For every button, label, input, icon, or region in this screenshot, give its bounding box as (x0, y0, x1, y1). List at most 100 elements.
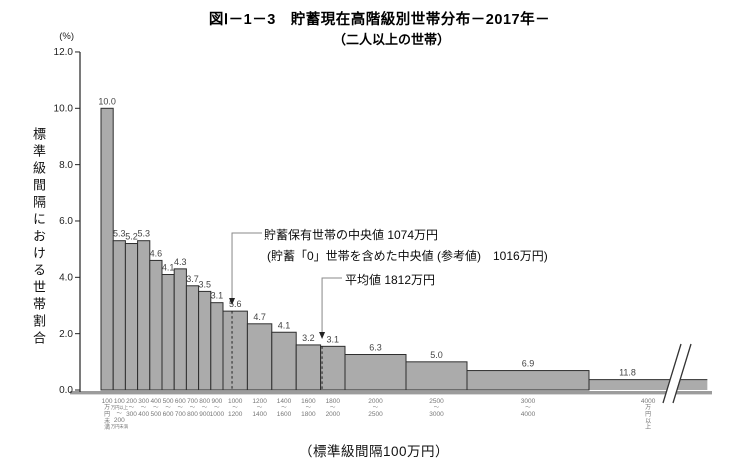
x-axis-label-line: 以 (645, 418, 652, 425)
histogram-bar (173, 268, 187, 391)
x-axis-label-line: 〜 (165, 405, 171, 411)
bar-value-label: 5.6 (229, 299, 242, 309)
x-axis-label-line: 2000 (325, 411, 341, 419)
bar-value-label: 4.7 (253, 312, 266, 322)
x-axis-label-line: 900 (199, 411, 211, 419)
x-axis-label-line: 満 (104, 425, 111, 432)
x-axis-label-line: 2500 (429, 398, 444, 405)
x-axis-label-line: 1000 (209, 411, 225, 419)
median-leader-line (231, 232, 262, 298)
x-axis-label-line: 700 (187, 398, 198, 405)
bar-value-label: 3.2 (302, 333, 315, 343)
figure-title: 図Ⅰ－1－3 貯蓄現在高階級別世帯分布－2017年－ (208, 12, 551, 28)
x-axis-label-line: 〜 (372, 405, 379, 411)
x-axis-label-line: 300 (126, 411, 137, 419)
x-axis-label: 1400 〜 1600 (260, 398, 308, 418)
x-axis-label-line: 〜 (281, 405, 287, 411)
x-axis-label-line: 1200 (227, 411, 243, 419)
x-axis-label-line: 〜 (433, 405, 440, 411)
x-axis-label-line: 100 (101, 398, 113, 405)
bar-value-label: 5.3 (137, 229, 150, 239)
y-axis-tick-label: 10.0 (54, 104, 74, 115)
x-axis-label-line: 600 (162, 411, 174, 419)
x-axis-label-line: 3000 (429, 411, 444, 419)
histogram-bar (100, 107, 114, 391)
bar-value-label: 6.3 (369, 343, 382, 353)
x-axis-label-line: 1400 (252, 411, 267, 419)
x-axis-label: 600 〜 700 (156, 398, 204, 418)
x-axis-label: 3000 〜 4000 (504, 398, 552, 418)
histogram-bar (161, 274, 175, 391)
axis-break-mask (663, 344, 691, 403)
x-axis-label: 100 万円以上〜 200 万円未満 (95, 398, 143, 431)
bar-value-label: 4.6 (150, 248, 163, 258)
x-axis-label: 800 〜 900 (181, 398, 229, 418)
x-axis-label-line: 円 (645, 411, 652, 418)
x-axis-label-line: 〜 (189, 405, 196, 411)
x-axis-label: 1000 〜 1200 (211, 398, 259, 418)
histogram-bar (124, 243, 139, 391)
x-axis-label-line: 〜 (232, 405, 238, 411)
bar-value-label: 3.7 (186, 274, 199, 284)
median-arrow-icon (229, 298, 236, 305)
x-axis-label: 100 万円未満 (83, 398, 131, 432)
x-axis-baseline (70, 391, 712, 395)
histogram-bar (320, 345, 346, 391)
histogram-bar (185, 285, 200, 391)
x-axis-label-line: 100 (113, 398, 125, 405)
x-axis-label-line: 800 (187, 411, 198, 419)
x-axis-label: 1200 〜 1400 (236, 398, 284, 418)
x-axis-label-line: 200 (126, 398, 137, 405)
bar-value-label: 4.3 (174, 257, 187, 267)
x-axis-label-line: 〜 (214, 405, 220, 411)
x-axis-label-line: 万 (645, 405, 652, 411)
y-axis-tick-label: 2.0 (59, 329, 73, 340)
x-axis-labels: 100 万円未満 100 万円以上〜 200 万円未満 200 〜 300 300 〜 400 400 〜… (0, 398, 739, 454)
x-axis-label: 300 〜 400 (120, 398, 168, 418)
y-axis-title: 標準級間隔における世帯割合 (31, 127, 46, 348)
x-axis-label-line: 600 (174, 398, 186, 405)
x-axis-label-line: 上 (645, 425, 652, 432)
histogram-bar (149, 259, 163, 391)
x-axis-label-line: 1600 (276, 411, 292, 419)
x-axis-label-line: 万円以上 (110, 405, 128, 410)
y-axis-tick-label: 12.0 (54, 47, 74, 58)
mean-leader-line (321, 277, 342, 332)
x-axis-label: 4000 万円以上 (624, 398, 672, 432)
axis-break-icon (662, 343, 682, 404)
y-axis-tick-label: 6.0 (59, 216, 73, 227)
x-axis-label-line: 〜 (153, 405, 159, 411)
bar-value-label: 4.1 (278, 320, 291, 330)
histogram-bar (271, 331, 297, 391)
bar-value-label: 5.0 (430, 350, 443, 360)
x-axis-label-line: 500 (162, 398, 174, 405)
bar-value-label: 3.1 (327, 334, 340, 344)
histogram-bar (246, 323, 273, 391)
x-axis-label-line: 万 (104, 405, 111, 411)
x-axis-label: 700 〜 800 (169, 398, 217, 418)
mean-arrow-icon (319, 332, 326, 339)
x-axis-label-line: 〜 (116, 411, 123, 418)
x-axis-label-line: 万円未満 (110, 424, 128, 430)
x-axis-label-line: 400 (138, 411, 150, 419)
x-axis-label-line: 900 (211, 398, 223, 405)
x-axis-label: 1800 〜 2000 (309, 398, 357, 418)
x-axis-label-line: 2000 (368, 398, 383, 405)
x-axis-label-line: 500 (150, 411, 162, 419)
x-axis-label-line: 1600 (301, 398, 316, 405)
x-axis-label-line: 400 (150, 398, 162, 405)
x-axis-label-line: 2500 (368, 411, 383, 419)
y-axis-unit-label: (%) (59, 31, 74, 42)
histogram-bar (466, 370, 590, 391)
x-axis-label: 2000 〜 2500 (352, 398, 400, 418)
bar-value-label: 11.8 (619, 368, 636, 378)
y-axis-tick-label: 0.0 (59, 385, 73, 396)
histogram-bar (137, 240, 151, 391)
x-axis-label: 1600 〜 1800 (284, 398, 332, 418)
bar-value-label: 3.5 (198, 279, 211, 289)
x-axis-label: 200 〜 300 (108, 398, 156, 418)
bar-value-label: 3.1 (211, 291, 224, 301)
x-axis-label-line: 〜 (128, 405, 135, 411)
